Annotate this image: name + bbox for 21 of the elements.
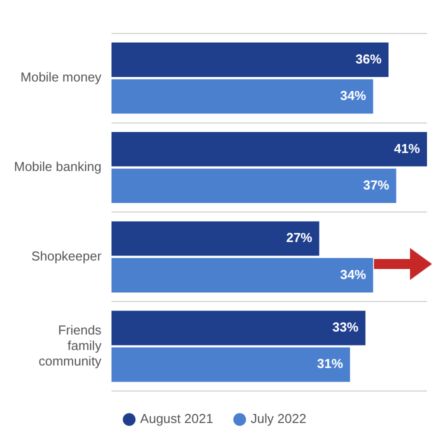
bar — [111, 168, 396, 204]
data-label: 37% — [363, 177, 390, 192]
data-label: 33% — [332, 320, 359, 335]
y-tick-label: Friends family community — [38, 322, 102, 368]
data-label: 34% — [340, 266, 367, 282]
data-label: 34% — [340, 88, 367, 104]
y-tick-label: Mobile banking — [14, 159, 102, 174]
legend-label: July 2022 — [250, 411, 306, 426]
legend-label: August 2021 — [140, 411, 214, 426]
bar — [111, 42, 389, 77]
data-label: 36% — [355, 51, 382, 66]
data-label: 31% — [317, 356, 344, 372]
data-label: 27% — [286, 230, 313, 246]
y-tick-label: Mobile money — [20, 70, 102, 85]
bar — [111, 132, 427, 166]
bar — [111, 221, 320, 256]
data-label: 41% — [394, 140, 420, 156]
bar — [111, 310, 366, 346]
bar — [111, 79, 374, 114]
bar — [111, 347, 350, 382]
y-tick-label: Shopkeeper — [31, 248, 102, 264]
